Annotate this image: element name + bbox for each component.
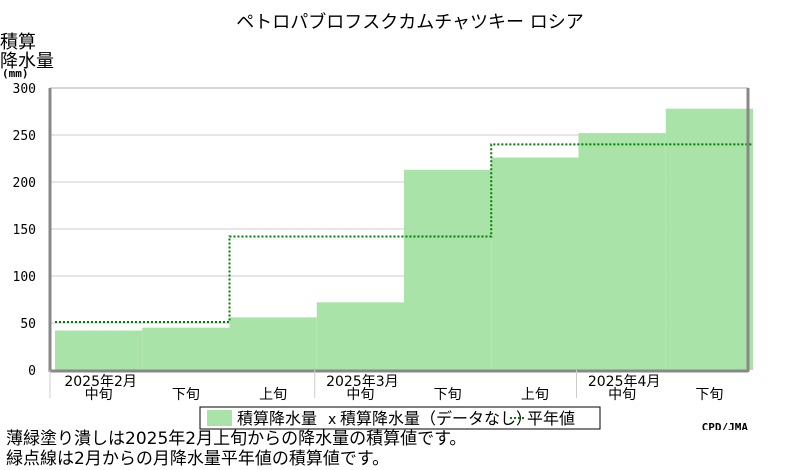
x-month-label: 2025年2月 <box>64 374 137 390</box>
y-tick-label: 150 <box>13 223 36 238</box>
bars <box>55 108 753 371</box>
plot-frame <box>48 87 750 398</box>
y-tick-label: 300 <box>13 82 36 97</box>
y-tick-labels: 0 50 100 150 200 250 300 <box>13 82 36 379</box>
accum-bar <box>229 317 317 370</box>
note-normal: 緑点線は2月からの月降水量平年値の積算値です。 <box>6 449 390 469</box>
accum-bar <box>316 302 404 370</box>
x-month-label: 2025年3月 <box>326 374 399 390</box>
precipitation-chart: ペトロパブロフスクカムチャツキー ロシア 積算 降水量 (mm) 0 50 100 1… <box>0 11 753 430</box>
y-tick-label: 100 <box>13 270 36 285</box>
note-accumulation: 薄緑塗り潰しは2025年2月上旬からの降水量の積算値です。 <box>6 429 467 449</box>
legend-frame <box>199 406 601 430</box>
x-dekad-label: 中旬 <box>608 387 636 403</box>
accum-bar <box>578 133 666 370</box>
x-dekad-label: 上旬 <box>259 387 287 403</box>
legend-missing-marker: x <box>328 412 336 428</box>
accum-bar <box>55 330 143 370</box>
legend-label-normal: 平年値 <box>527 409 575 428</box>
x-dekad-label: 下旬 <box>172 387 200 403</box>
legend-swatch-accum <box>207 410 232 426</box>
x-dekad-label: 中旬 <box>85 387 113 403</box>
x-dekad-label: 下旬 <box>434 387 462 403</box>
y-tick-label: 50 <box>20 317 36 332</box>
accum-bar <box>142 327 230 370</box>
legend-label-accum: 積算降水量 <box>237 409 317 428</box>
y-axis-unit: (mm) <box>2 67 29 80</box>
accum-bar <box>404 169 492 370</box>
accum-bar <box>665 108 753 371</box>
x-month-label: 2025年4月 <box>588 374 661 390</box>
y-tick-label: 200 <box>13 176 36 191</box>
chart-title: ペトロパブロフスクカムチャツキー ロシア <box>236 11 584 33</box>
y-tick-label: 0 <box>28 364 36 379</box>
legend: 積算降水量 x 積算降水量（データなし） 平年値 <box>199 406 601 430</box>
y-axis-label-line2: 降水量 <box>0 51 54 72</box>
normal-line-path <box>55 143 753 324</box>
y-axis-label-line1: 積算 <box>0 32 36 53</box>
x-dekad-label: 中旬 <box>346 387 374 403</box>
x-dekad-label: 下旬 <box>695 387 723 403</box>
x-dekad-label: 上旬 <box>521 387 549 403</box>
accum-bar <box>491 157 579 370</box>
legend-label-missing: 積算降水量（データなし） <box>340 409 532 428</box>
y-tick-label: 250 <box>13 129 36 144</box>
normal-line <box>55 143 753 324</box>
credit-label: CPD/JMA <box>702 421 749 430</box>
